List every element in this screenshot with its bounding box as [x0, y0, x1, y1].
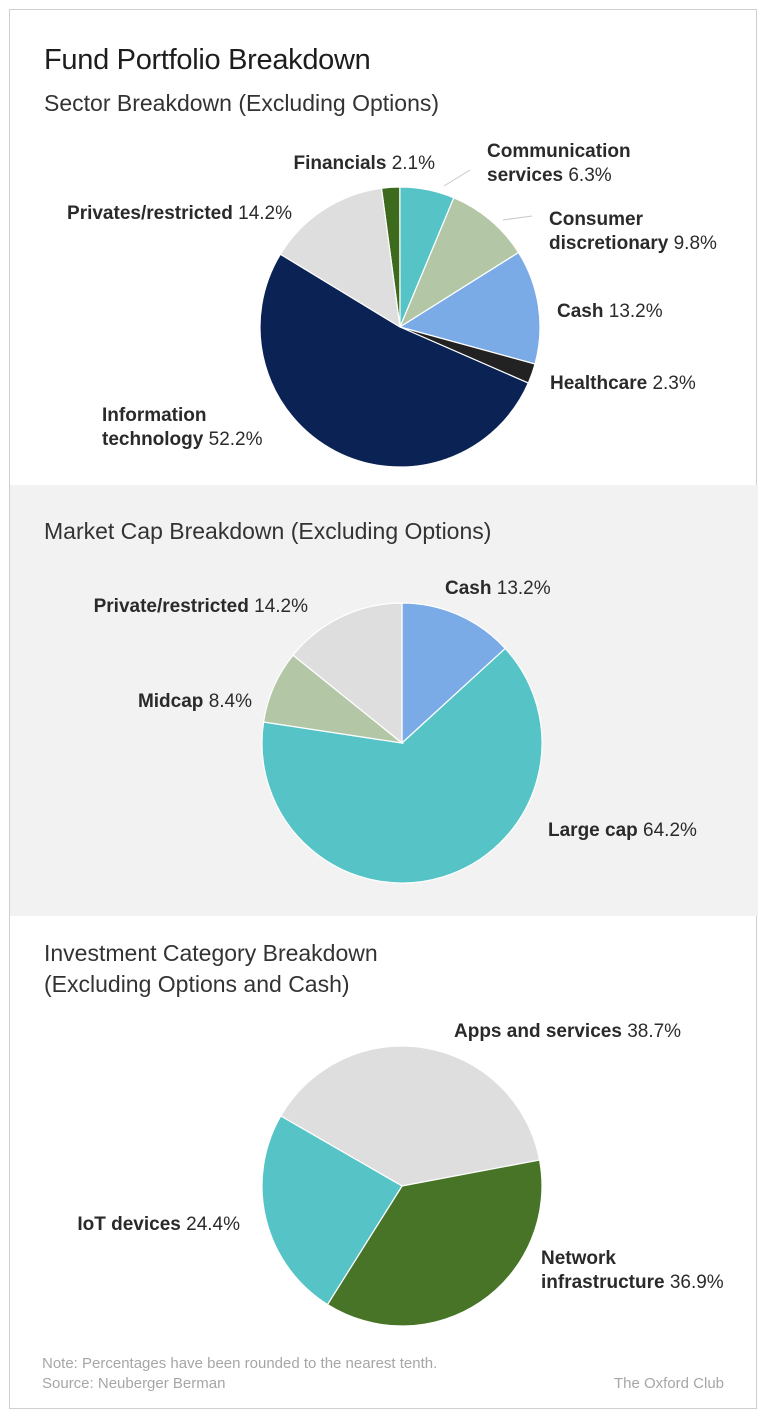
pie-slice-privates-restricted: [279, 187, 401, 329]
pie-slice-iot-devices: [261, 1115, 403, 1306]
rounding-note: Note: Percentages have been rounded to t…: [42, 1355, 438, 1372]
slice-label-midcap: Midcap 8.4%: [137, 691, 252, 712]
pie-slice-private-restricted: [292, 602, 403, 745]
market-cap-chart-title: Market Cap Breakdown (Excluding Options): [44, 518, 492, 544]
slice-label-large-cap: Large cap 64.2%: [548, 820, 697, 841]
slice-label-private-restricted: Private/restricted 14.2%: [93, 596, 308, 617]
source-line: Source: Neuberger Berman: [42, 1375, 226, 1392]
brand-credit: The Oxford Club: [613, 1375, 724, 1392]
slice-label-communication-services: Communication services 6.3%: [487, 141, 631, 186]
slice-label-apps-and-services: Apps and services 38.7%: [454, 1021, 682, 1042]
slice-label-cash-2: Cash 13.2%: [445, 578, 551, 599]
leader-line-2: [502, 215, 533, 221]
pie-slice-information-technology: [259, 253, 530, 468]
footnote: Note: Percentages have been rounded to t…: [42, 1354, 437, 1394]
slice-label-iot-devices: IoT devices 24.4%: [77, 1214, 240, 1235]
slice-label-healthcare: Healthcare 2.3%: [550, 373, 696, 394]
pie-slice-large-cap: [261, 647, 543, 884]
pie-slice-consumer-discretionary: [398, 196, 520, 329]
slice-label-cash: Cash 13.2%: [557, 301, 663, 322]
slice-label-network-infrastructure: Network infrastructure 36.9%: [541, 1248, 724, 1293]
market-cap-pie-chart: [261, 602, 543, 884]
pie-slice-cash: [401, 602, 507, 745]
sector-pie-chart: [259, 169, 541, 468]
slice-label-financials: Financials 2.1%: [293, 153, 435, 174]
slice-label-information-technology: Information technology 52.2%: [102, 405, 263, 450]
investment-category-pie-chart: [261, 1045, 543, 1327]
investment-category-chart-subtitle: (Excluding Options and Cash): [44, 971, 350, 997]
slice-label-consumer-discretionary: Consumer discretionary 9.8%: [549, 209, 717, 254]
pie-slice-apps-and-services: [279, 1045, 541, 1187]
leader-line-1: [443, 169, 471, 187]
page-title: Fund Portfolio Breakdown: [44, 44, 371, 76]
sector-chart-title: Sector Breakdown (Excluding Options): [44, 90, 440, 116]
slice-label-privates-restricted: Privates/restricted 14.2%: [67, 203, 292, 224]
pie-slice-network-infrastructure: [326, 1159, 543, 1327]
investment-category-chart-title: Investment Category Breakdown: [44, 940, 378, 966]
